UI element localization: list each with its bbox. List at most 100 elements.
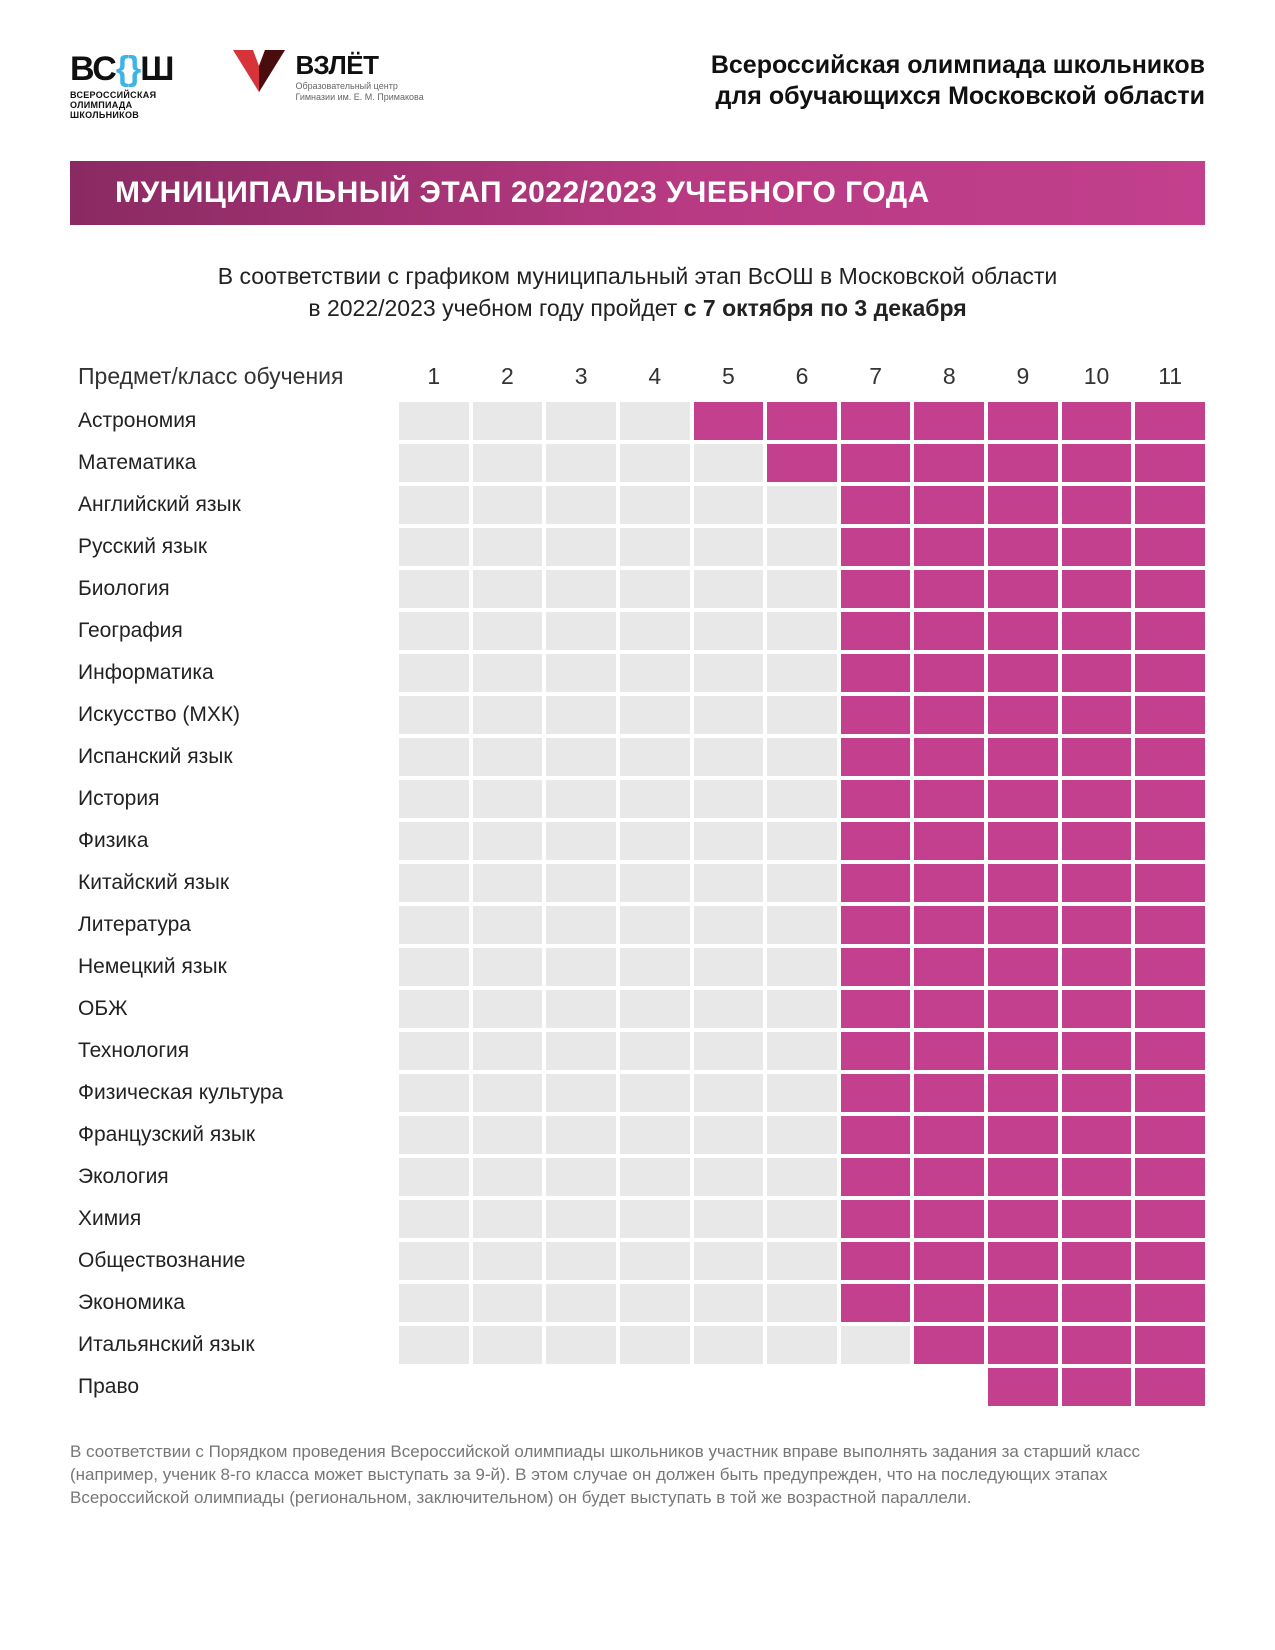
grid-cell bbox=[914, 1284, 984, 1322]
grid-cell bbox=[841, 528, 911, 566]
grid-cell bbox=[841, 486, 911, 524]
grid-cell bbox=[694, 402, 764, 440]
subject-label: Астрономия bbox=[70, 402, 395, 440]
grid-cell bbox=[767, 528, 837, 566]
grid-cell bbox=[1062, 444, 1132, 482]
grid-cell bbox=[914, 402, 984, 440]
grid-cell bbox=[841, 1368, 911, 1406]
subject-label: Немецкий язык bbox=[70, 948, 395, 986]
page-header: ВС{}Ш ВСЕРОССИЙСКАЯ ОЛИМПИАДА ШКОЛЬНИКОВ… bbox=[70, 50, 1205, 121]
grid-cell bbox=[694, 990, 764, 1028]
grid-cell bbox=[546, 528, 616, 566]
grid-cell bbox=[620, 1242, 690, 1280]
grid-cell bbox=[988, 612, 1058, 650]
grid-cell bbox=[988, 864, 1058, 902]
grid-cell bbox=[1135, 822, 1205, 860]
schedule-grid: Предмет/класс обучения1234567891011Астро… bbox=[70, 354, 1205, 1406]
grid-cell bbox=[473, 696, 543, 734]
grid-cell bbox=[546, 1074, 616, 1112]
grid-cell bbox=[694, 822, 764, 860]
grid-cell bbox=[767, 1326, 837, 1364]
grid-cell bbox=[914, 1368, 984, 1406]
grid-cell bbox=[1062, 990, 1132, 1028]
grid-cell bbox=[473, 1074, 543, 1112]
grid-cell bbox=[694, 570, 764, 608]
grid-cell bbox=[841, 990, 911, 1028]
grid-cell bbox=[914, 486, 984, 524]
grid-cell bbox=[1062, 906, 1132, 944]
grid-cell bbox=[1135, 528, 1205, 566]
grid-cell bbox=[914, 948, 984, 986]
grid-cell bbox=[399, 1200, 469, 1238]
grid-cell bbox=[841, 444, 911, 482]
grid-cell bbox=[546, 612, 616, 650]
logo-vsosh-subtitle: ВСЕРОССИЙСКАЯ ОЛИМПИАДА ШКОЛЬНИКОВ bbox=[70, 91, 173, 121]
grid-cell bbox=[1135, 444, 1205, 482]
grid-cell bbox=[694, 696, 764, 734]
grid-cell bbox=[914, 780, 984, 818]
grid-cell bbox=[988, 654, 1058, 692]
grid-cell bbox=[1135, 906, 1205, 944]
grid-cell bbox=[1062, 1326, 1132, 1364]
grid-cell bbox=[914, 1032, 984, 1070]
grid-cell bbox=[473, 990, 543, 1028]
grid-cell bbox=[399, 1158, 469, 1196]
logo-vzlet-text: ВЗЛЁТ Образовательный центр Гимназии им.… bbox=[295, 50, 423, 103]
grid-cell bbox=[841, 1158, 911, 1196]
grid-cell bbox=[841, 654, 911, 692]
grid-cell bbox=[694, 780, 764, 818]
grid-cell bbox=[767, 1200, 837, 1238]
grid-cell bbox=[399, 1284, 469, 1322]
grid-cell bbox=[1062, 612, 1132, 650]
grid-cell bbox=[546, 1116, 616, 1154]
grid-cell bbox=[914, 738, 984, 776]
grid-cell bbox=[1135, 1326, 1205, 1364]
grid-cell bbox=[399, 1116, 469, 1154]
grade-header: 9 bbox=[988, 354, 1058, 398]
subject-label: Французский язык bbox=[70, 1116, 395, 1154]
grid-cell bbox=[988, 570, 1058, 608]
grid-cell bbox=[473, 1032, 543, 1070]
grid-cell bbox=[1062, 738, 1132, 776]
grid-cell bbox=[620, 402, 690, 440]
grade-header: 7 bbox=[841, 354, 911, 398]
grid-cell bbox=[841, 696, 911, 734]
grid-cell bbox=[1135, 1074, 1205, 1112]
grade-header: 5 bbox=[694, 354, 764, 398]
grid-cell bbox=[1135, 486, 1205, 524]
grid-cell bbox=[399, 696, 469, 734]
grid-cell bbox=[620, 780, 690, 818]
logo-vzlet-subtitle: Образовательный центр Гимназии им. Е. М.… bbox=[295, 81, 423, 103]
subject-label: Литература bbox=[70, 906, 395, 944]
grid-cell bbox=[767, 990, 837, 1028]
grid-cell bbox=[841, 570, 911, 608]
grid-cell bbox=[546, 402, 616, 440]
grid-cell bbox=[767, 906, 837, 944]
grid-cell bbox=[914, 570, 984, 608]
grid-cell bbox=[767, 612, 837, 650]
grid-cell bbox=[1062, 486, 1132, 524]
subject-label: Химия bbox=[70, 1200, 395, 1238]
subject-label: Русский язык bbox=[70, 528, 395, 566]
grid-cell bbox=[988, 1326, 1058, 1364]
grid-cell bbox=[546, 906, 616, 944]
subject-label: Экономика bbox=[70, 1284, 395, 1322]
subject-label: Физика bbox=[70, 822, 395, 860]
subject-label: Информатика bbox=[70, 654, 395, 692]
grid-cell bbox=[620, 1116, 690, 1154]
grid-cell bbox=[767, 402, 837, 440]
grid-cell bbox=[399, 1074, 469, 1112]
grid-cell bbox=[694, 1032, 764, 1070]
grid-cell bbox=[473, 906, 543, 944]
grid-cell bbox=[546, 1326, 616, 1364]
grade-header: 6 bbox=[767, 354, 837, 398]
grid-cell bbox=[620, 1284, 690, 1322]
grid-cell bbox=[473, 738, 543, 776]
grade-header: 3 bbox=[546, 354, 616, 398]
grid-cell bbox=[767, 486, 837, 524]
grid-cell bbox=[988, 1158, 1058, 1196]
grid-cell bbox=[841, 1032, 911, 1070]
grade-header: 4 bbox=[620, 354, 690, 398]
grid-cell bbox=[620, 444, 690, 482]
grid-cell bbox=[473, 1284, 543, 1322]
